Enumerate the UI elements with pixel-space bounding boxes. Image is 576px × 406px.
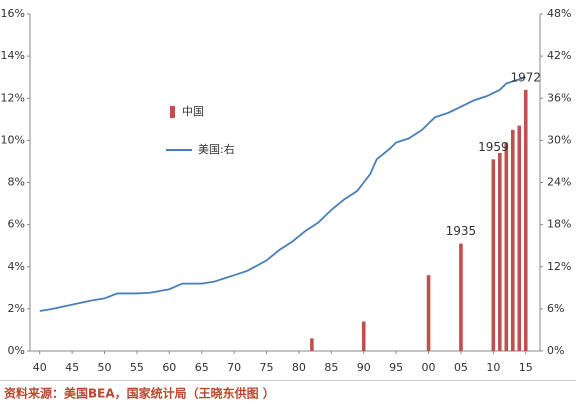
annotation: 1959 [478, 140, 509, 154]
bar [459, 243, 463, 351]
y2-tick-label: 48% [547, 7, 571, 20]
x-tick-label: 60 [162, 361, 176, 374]
source: 资料来源：美国BEA，国家统计局（王晓东供图 ） [4, 386, 275, 401]
x-tick-label: 70 [227, 361, 241, 374]
x-tick-label: 95 [389, 361, 403, 374]
bar [426, 275, 431, 351]
bar [361, 321, 366, 351]
x-tick-label: 15 [519, 361, 533, 374]
x-tick-label: 90 [357, 361, 371, 374]
y-tick-label: 8% [8, 176, 25, 189]
y-tick-label: 0% [8, 344, 25, 357]
legend-label: 中国 [182, 105, 204, 118]
x-tick-label: 05 [454, 361, 468, 374]
x-tick-label: 10 [486, 361, 500, 374]
y2-tick-label: 0% [547, 344, 564, 357]
bar [498, 153, 502, 351]
y2-tick-label: 12% [547, 260, 571, 273]
y-tick-label: 16% [1, 7, 25, 20]
annotation: 1935 [446, 224, 477, 238]
x-tick-label: 85 [324, 361, 338, 374]
x-tick-label: 80 [292, 361, 306, 374]
y-tick-label: 2% [8, 302, 25, 315]
y-tick-label: 6% [8, 218, 25, 231]
legend-swatch [170, 106, 175, 118]
bar [523, 89, 528, 351]
x-tick-label: 00 [422, 361, 436, 374]
x-tick-label: 55 [130, 361, 144, 374]
y2-tick-label: 36% [547, 91, 571, 104]
y2-tick-label: 42% [547, 49, 571, 62]
line [39, 76, 527, 312]
y-tick-label: 4% [8, 260, 25, 273]
y2-tick-label: 24% [547, 176, 571, 189]
y-tick-label: 14% [1, 49, 25, 62]
x-tick-label: 45 [65, 361, 79, 374]
bar [517, 125, 522, 351]
x-tick-label: 50 [98, 361, 112, 374]
bar [504, 142, 509, 351]
bar [491, 159, 496, 351]
y-tick-label: 12% [1, 91, 25, 104]
y-tick-label: 10% [1, 133, 25, 146]
bar [510, 129, 515, 351]
y2-tick-label: 30% [547, 133, 571, 146]
x-tick-label: 65 [195, 361, 209, 374]
legend-label: 美国:右 [198, 142, 235, 156]
x-tick-label: 75 [260, 361, 274, 374]
x-tick-label: 40 [33, 361, 47, 374]
y2-tick-label: 6% [547, 302, 564, 315]
bar [310, 338, 314, 351]
annotation: 1972 [510, 70, 541, 84]
y2-tick-label: 18% [547, 218, 571, 231]
divider [0, 380, 576, 381]
